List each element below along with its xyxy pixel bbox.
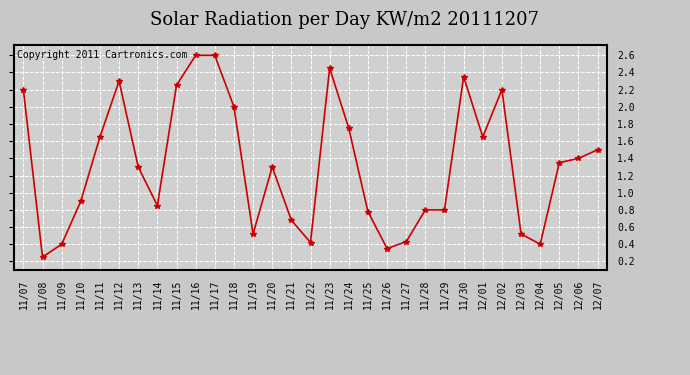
- Text: Solar Radiation per Day KW/m2 20111207: Solar Radiation per Day KW/m2 20111207: [150, 11, 540, 29]
- Text: Copyright 2011 Cartronics.com: Copyright 2011 Cartronics.com: [17, 50, 187, 60]
